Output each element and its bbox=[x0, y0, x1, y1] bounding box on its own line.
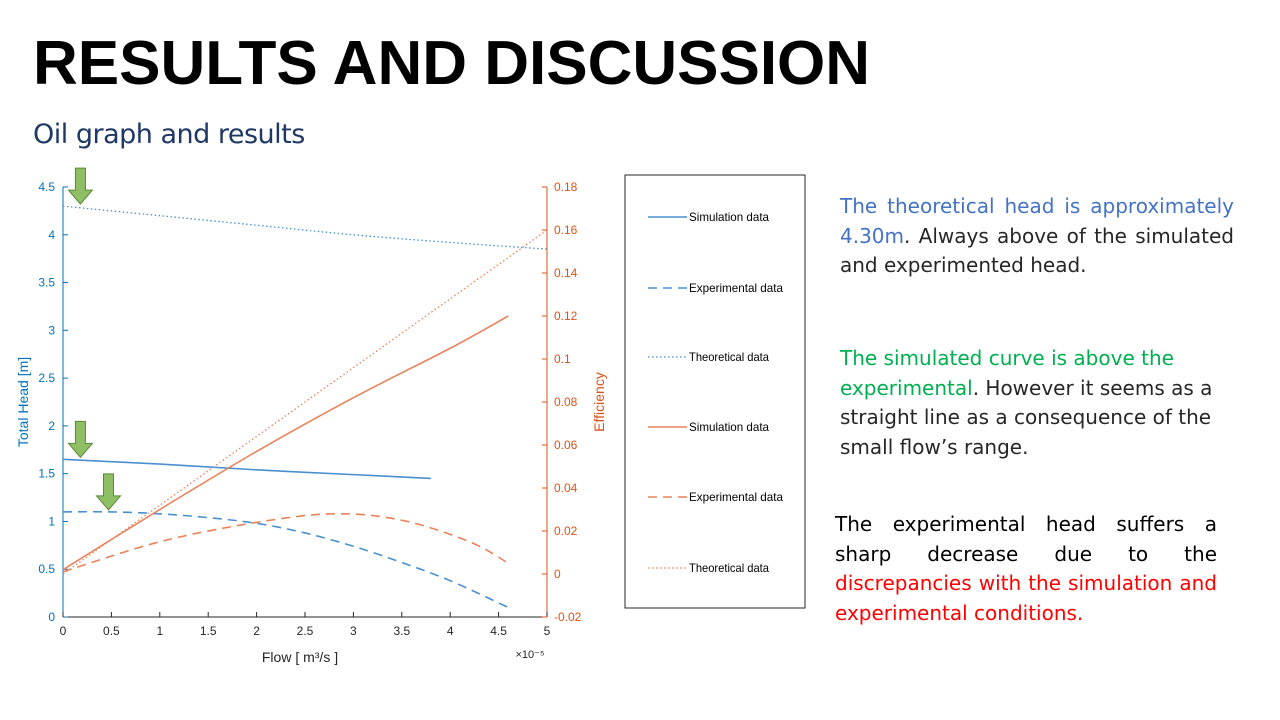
right-tick-label: -0.02 bbox=[554, 610, 582, 624]
x-tick-label: 5 bbox=[544, 624, 551, 638]
simulated-curve-note: The simulated curve is above the experim… bbox=[840, 344, 1220, 462]
theoretical-head-note: The theoretical head is approximately 4.… bbox=[840, 192, 1234, 281]
left-tick-label: 2 bbox=[48, 419, 55, 433]
legend-label: Experimental data bbox=[689, 281, 783, 295]
left-tick-label: 3 bbox=[48, 323, 55, 337]
right-tick-label: 0.1 bbox=[554, 352, 571, 366]
x-tick-label: 0 bbox=[60, 624, 67, 638]
slide-subtitle: Oil graph and results bbox=[33, 119, 305, 150]
experimental-head-highlight: discrepancies with the simulation and ex… bbox=[835, 571, 1217, 625]
left-tick-label: 0.5 bbox=[38, 562, 55, 576]
right-tick-label: 0.12 bbox=[554, 309, 578, 323]
right-tick-label: 0.16 bbox=[554, 223, 578, 237]
highlight-arrow-icon bbox=[67, 420, 94, 459]
right-tick-label: 0.04 bbox=[554, 481, 578, 495]
right-tick-label: 0.18 bbox=[554, 180, 578, 194]
simulated-curve-text: . However it seems as a straight line as… bbox=[840, 375, 1213, 459]
left-tick-label: 1.5 bbox=[38, 467, 55, 481]
dual-axis-line-chart: 0 0.5 1 1.5 2 2.5 3 3.5 4 4.5 5 0 0.5 1 1.5 2 2.5 3 3.5 4 4.… bbox=[15, 167, 806, 665]
x-tick-label: 4 bbox=[447, 624, 454, 638]
x-tick-label: 4.5 bbox=[490, 624, 507, 638]
efficiency-theoretical-line bbox=[62, 229, 548, 575]
right-axis-label: Efficiency bbox=[591, 372, 607, 432]
x-tick-label: 1.5 bbox=[200, 624, 217, 638]
left-tick-label: 2.5 bbox=[38, 371, 55, 385]
x-axis-multiplier: ×10⁻⁵ bbox=[515, 649, 544, 661]
theoretical-head-highlight: The theoretical head is approximately 4.… bbox=[840, 194, 1234, 248]
x-tick-label: 3 bbox=[350, 624, 357, 638]
right-tick-label: 0 bbox=[554, 567, 561, 581]
x-tick-label: 0.5 bbox=[103, 624, 120, 638]
legend-box bbox=[624, 174, 806, 609]
legend-label: Simulation data bbox=[689, 420, 769, 434]
x-axis-label: Flow [ m³/s ] bbox=[262, 649, 338, 665]
x-tick-label: 2.5 bbox=[297, 624, 314, 638]
efficiency-experimental-line bbox=[62, 512, 509, 573]
theoretical-head-text: . Always above of the simulated and expe… bbox=[840, 223, 1234, 278]
highlight-arrow-icon bbox=[95, 473, 122, 511]
left-tick-label: 1 bbox=[48, 514, 55, 528]
experimental-head-text: The experimental head suffers a sharp de… bbox=[835, 512, 1217, 566]
left-tick-label: 3.5 bbox=[38, 276, 55, 290]
simulated-curve-highlight: The simulated curve is above the experim… bbox=[840, 346, 1174, 400]
right-tick-label: 0.14 bbox=[554, 266, 578, 280]
experimental-head-note: The experimental head suffers a sharp de… bbox=[835, 510, 1217, 628]
x-tick-label: 3.5 bbox=[393, 624, 410, 638]
highlight-arrow-icon bbox=[67, 167, 94, 205]
head-experimental-line bbox=[62, 510, 509, 609]
right-tick-label: 0.06 bbox=[554, 438, 578, 452]
right-tick-label: 0.02 bbox=[554, 524, 578, 538]
left-tick-label: 4 bbox=[48, 228, 55, 242]
head-theoretical-line bbox=[62, 205, 548, 250]
right-tick-label: 0.08 bbox=[554, 395, 578, 409]
legend-label: Experimental data bbox=[689, 490, 783, 504]
legend-label: Theoretical data bbox=[689, 561, 769, 575]
slide-title: RESULTS AND DISCUSSION bbox=[33, 29, 871, 98]
legend-label: Simulation data bbox=[689, 210, 769, 224]
head-simulation-line bbox=[62, 458, 431, 480]
left-tick-label: 0 bbox=[48, 610, 55, 624]
left-axis-label: Total Head [m] bbox=[15, 357, 31, 447]
efficiency-simulation-line bbox=[62, 315, 509, 571]
legend-label: Theoretical data bbox=[689, 350, 769, 364]
x-tick-label: 2 bbox=[253, 624, 260, 638]
left-tick-label: 4.5 bbox=[38, 180, 55, 194]
x-tick-label: 1 bbox=[156, 624, 163, 638]
